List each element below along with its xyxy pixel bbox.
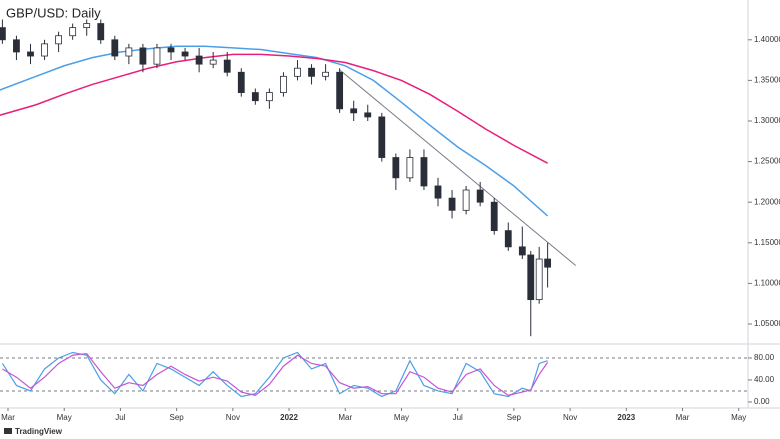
- chart-title: GBP/USD: Daily: [6, 5, 101, 20]
- candle-body: [364, 112, 372, 118]
- x-tick-label: Sep: [170, 413, 185, 422]
- candle-body: [83, 23, 91, 29]
- y-tick-label: 1.20000: [754, 197, 780, 206]
- candle-body: [0, 27, 6, 41]
- candle-body: [535, 258, 543, 301]
- time-axis: Mar May Jul Sep Nov 2022 Mar May Jul Sep Nov 2023 Ma…: [1, 408, 746, 422]
- x-tick-label: Nov: [226, 413, 240, 422]
- x-tick-label: Jul: [453, 413, 463, 422]
- oscillator-line: [1, 351, 548, 398]
- moving-average-line: [0, 53, 548, 164]
- candle-body: [527, 254, 535, 301]
- candle-body: [336, 71, 344, 110]
- logo-icon: [4, 428, 12, 434]
- candle-body: [55, 35, 62, 45]
- candle-body: [448, 197, 456, 211]
- candle-body: [97, 23, 105, 41]
- y-tick-label: 1.10000: [754, 279, 780, 288]
- candle-body: [111, 39, 119, 57]
- y-tick-label: 40.00: [754, 375, 775, 384]
- candle-body: [251, 92, 259, 102]
- candle-body: [69, 27, 77, 37]
- x-tick-label: Mar: [1, 413, 15, 422]
- candle-body: [237, 71, 245, 93]
- candle-body: [420, 157, 428, 187]
- oscillator-line: [2, 352, 549, 397]
- candle-body: [41, 43, 48, 57]
- candle-body: [294, 67, 301, 77]
- candle-body: [406, 157, 414, 179]
- candle-body: [223, 59, 231, 73]
- moving-average-line: [0, 45, 549, 217]
- y-tick-label: 1.30000: [754, 116, 780, 125]
- price-pane: 1.05000 1.10000 1.15000 1.20000 1.25000 1.300…: [0, 19, 780, 337]
- candle-body: [139, 47, 147, 65]
- y-tick-label: 1.35000: [754, 76, 780, 85]
- candle-body: [378, 116, 386, 158]
- candle-body: [504, 230, 512, 248]
- x-tick-label: 2022: [280, 413, 298, 422]
- candle-body: [153, 47, 161, 65]
- x-tick-label: Sep: [507, 413, 522, 422]
- y-tick-label: 0.00: [754, 397, 770, 406]
- y-tick-label: 1.15000: [754, 238, 780, 247]
- candle-body: [308, 67, 315, 77]
- candle-body: [434, 185, 442, 199]
- candle-body: [462, 189, 470, 211]
- x-tick-label: 2023: [617, 413, 635, 422]
- x-tick-label: May: [394, 413, 409, 422]
- oscillator-pane: 0.00 40.00 80.00: [0, 351, 775, 406]
- x-tick-label: Mar: [676, 413, 690, 422]
- candle-body: [195, 55, 203, 65]
- candle-body: [181, 51, 189, 57]
- candle-body: [350, 108, 358, 114]
- x-tick-label: May: [57, 413, 72, 422]
- candle-body: [27, 51, 34, 57]
- candle-body: [518, 246, 526, 256]
- y-tick-label: 1.05000: [754, 319, 780, 328]
- x-tick-label: Jul: [115, 413, 125, 422]
- y-tick-label: 80.00: [754, 353, 775, 362]
- candle-body: [322, 71, 329, 77]
- candle-body: [490, 201, 498, 232]
- candle-body: [392, 157, 400, 179]
- x-tick-label: Mar: [338, 413, 352, 422]
- candle-body: [125, 47, 133, 57]
- candle-body: [544, 258, 552, 268]
- y-tick-label: 1.25000: [754, 157, 780, 166]
- candle-body: [13, 39, 20, 53]
- candle-body: [167, 47, 175, 53]
- footer-logo: TradingView: [15, 427, 63, 436]
- x-tick-label: May: [731, 413, 746, 422]
- candle-body: [209, 59, 217, 65]
- candle-body: [476, 189, 484, 203]
- trendline: [339, 69, 577, 266]
- x-tick-label: Nov: [563, 413, 577, 422]
- candle-body: [265, 92, 273, 102]
- candle-body: [280, 75, 287, 93]
